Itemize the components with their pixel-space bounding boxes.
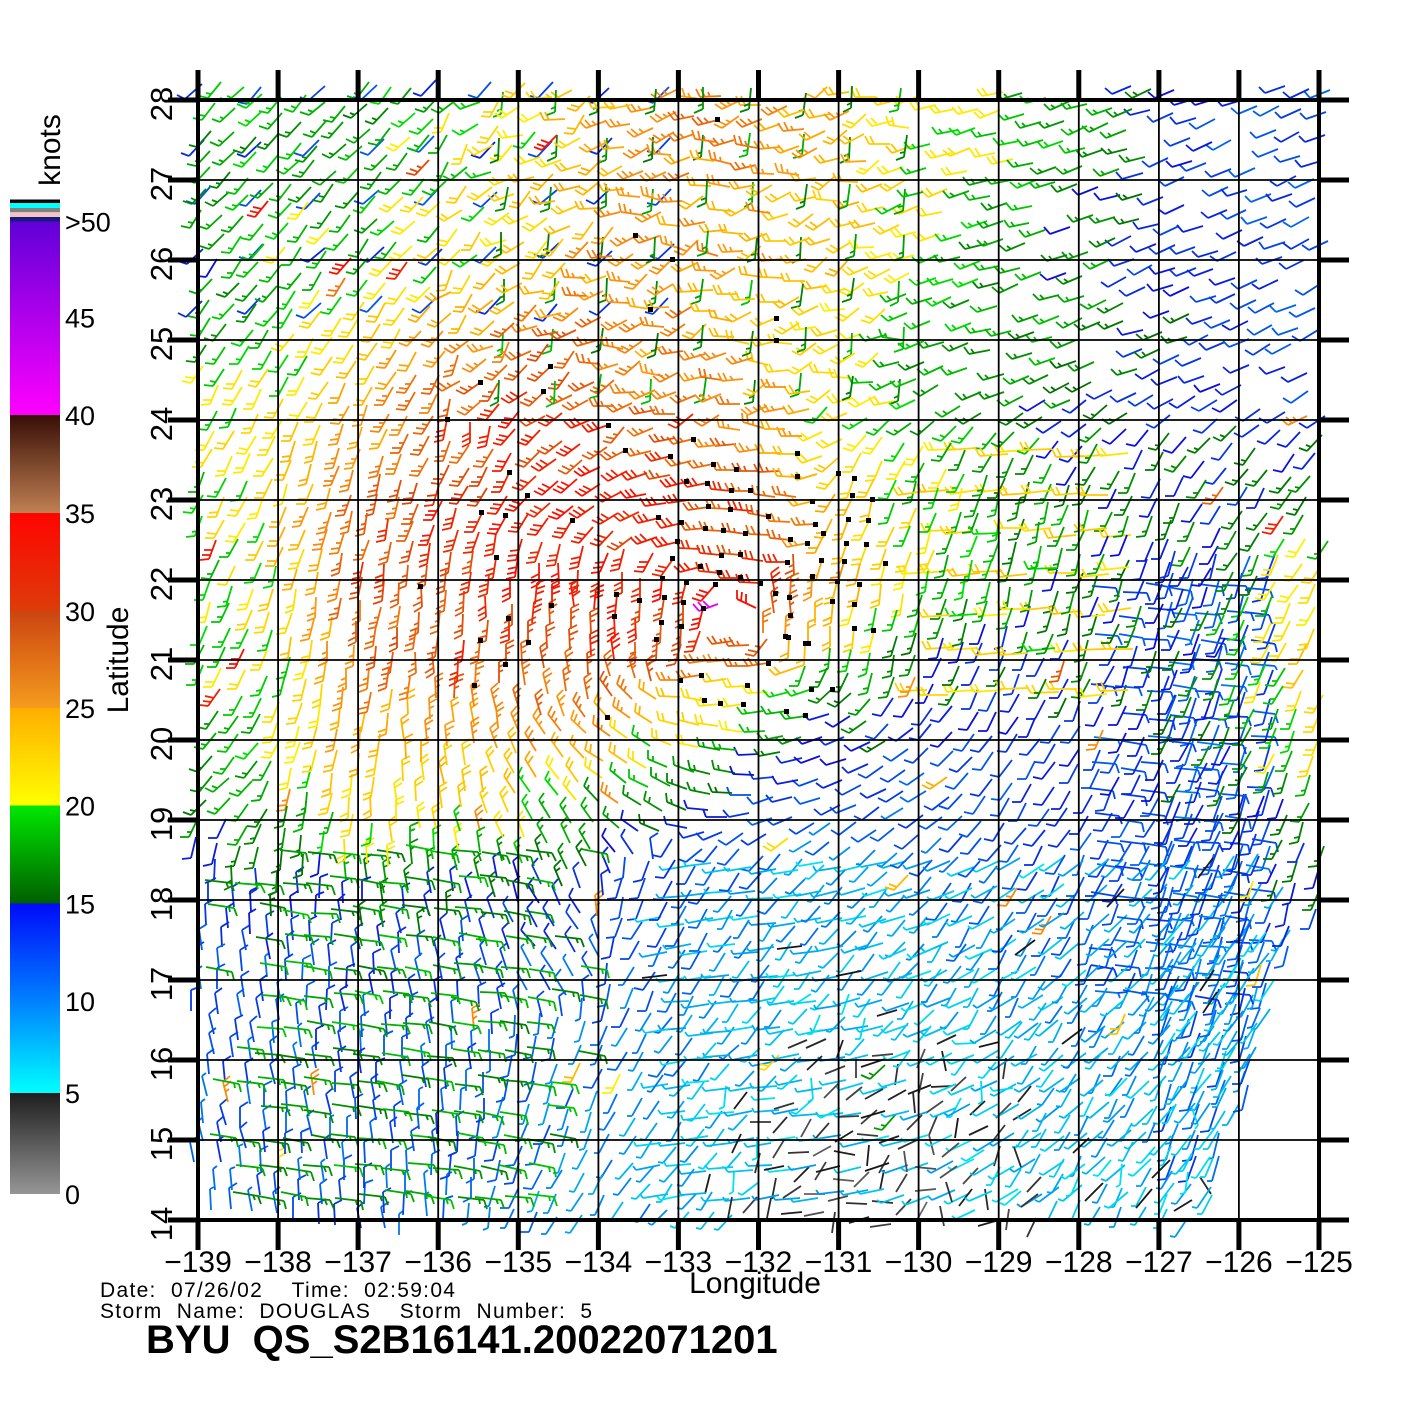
- svg-text:15: 15: [65, 890, 95, 920]
- svg-text:Latitude: Latitude: [102, 607, 135, 714]
- svg-text:45: 45: [65, 304, 95, 334]
- svg-text:26: 26: [144, 247, 179, 281]
- svg-text:20: 20: [65, 792, 95, 822]
- svg-text:5: 5: [65, 1079, 80, 1109]
- svg-text:Longitude: Longitude: [689, 1267, 821, 1300]
- svg-text:−127: −127: [1125, 1246, 1193, 1279]
- svg-text:27: 27: [144, 167, 179, 201]
- svg-text:23: 23: [144, 487, 179, 521]
- svg-text:28: 28: [144, 87, 179, 121]
- svg-text:0: 0: [65, 1180, 80, 1210]
- svg-text:30: 30: [65, 597, 95, 627]
- svg-text:Storm Name: DOUGLAS Storm: Storm Name: DOUGLAS Storm Number: 5: [100, 1300, 593, 1323]
- svg-text:20: 20: [144, 727, 179, 761]
- svg-text:>50: >50: [65, 208, 111, 238]
- svg-text:−125: −125: [1285, 1246, 1353, 1279]
- svg-text:35: 35: [65, 499, 95, 529]
- svg-text:−129: −129: [965, 1246, 1033, 1279]
- svg-text:Date: 07/26/02 Time: 02:5: Date: 07/26/02 Time: 02:59:04: [100, 1279, 456, 1302]
- svg-text:−135: −135: [485, 1246, 553, 1279]
- svg-text:−126: −126: [1205, 1246, 1273, 1279]
- svg-text:25: 25: [65, 694, 95, 724]
- svg-text:−133: −133: [645, 1246, 713, 1279]
- svg-text:BYU QS_S2B16141.20022071201: BYU QS_S2B16141.20022071201: [146, 1318, 778, 1362]
- svg-text:−138: −138: [244, 1246, 312, 1279]
- svg-text:14: 14: [144, 1207, 179, 1241]
- svg-text:−137: −137: [324, 1246, 392, 1279]
- svg-text:25: 25: [144, 327, 179, 361]
- svg-text:knots: knots: [34, 114, 67, 186]
- svg-text:40: 40: [65, 401, 95, 431]
- svg-text:17: 17: [144, 967, 179, 1001]
- svg-text:10: 10: [65, 987, 95, 1017]
- svg-text:19: 19: [144, 807, 179, 841]
- svg-text:−128: −128: [1045, 1246, 1113, 1279]
- svg-text:21: 21: [144, 647, 179, 681]
- svg-text:−132: −132: [725, 1246, 793, 1279]
- svg-text:−136: −136: [404, 1246, 472, 1279]
- svg-text:24: 24: [144, 407, 179, 441]
- svg-text:−134: −134: [565, 1246, 633, 1279]
- svg-text:22: 22: [144, 567, 179, 601]
- svg-text:−130: −130: [885, 1246, 953, 1279]
- svg-text:15: 15: [144, 1127, 179, 1161]
- svg-text:18: 18: [144, 887, 179, 921]
- svg-text:16: 16: [144, 1047, 179, 1081]
- svg-text:−131: −131: [805, 1246, 873, 1279]
- svg-text:−139: −139: [164, 1246, 232, 1279]
